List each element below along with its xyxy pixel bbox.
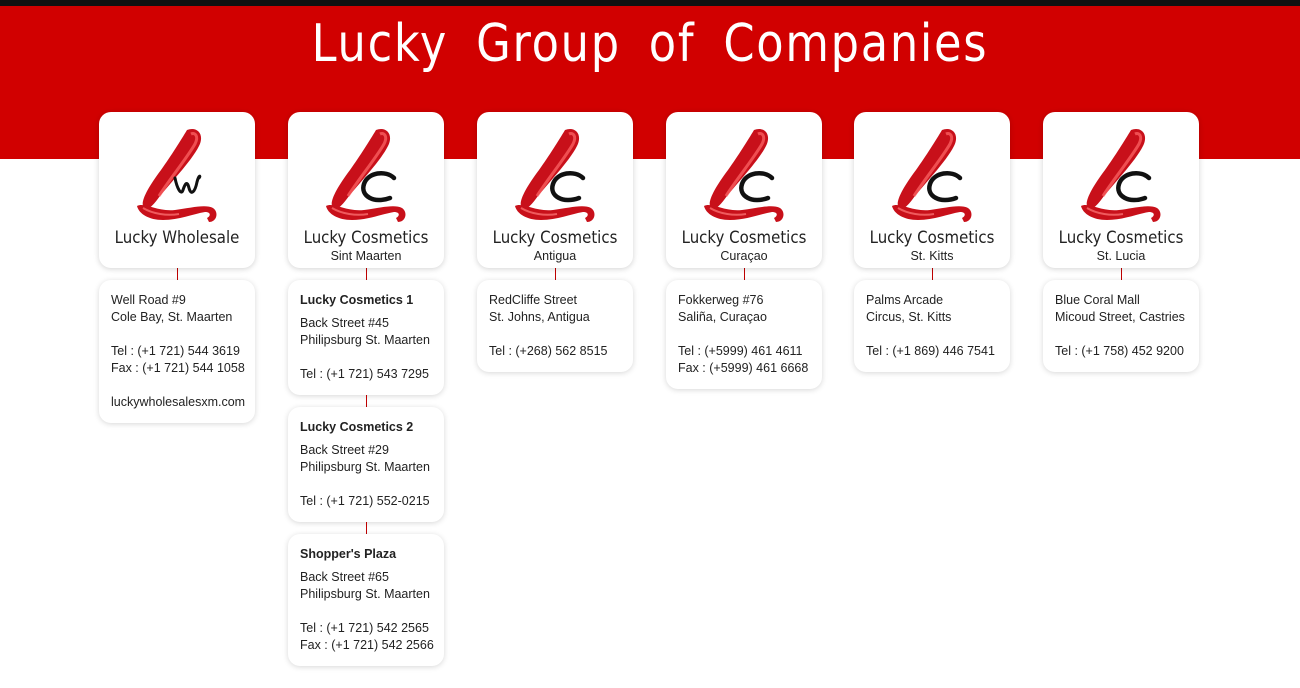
tree-connector (177, 268, 178, 280)
address-line: Tel : (+1 721) 543 7295 (300, 367, 429, 381)
website-link[interactable]: luckywholesalesxm.com (111, 395, 246, 409)
company-column-antigua: Lucky Cosmetics Antigua RedCliffe Street St… (477, 112, 635, 372)
company-column-lucky-wholesale: Lucky Wholesale Well Road #9 Cole Bay, St.… (99, 112, 257, 423)
address-line: Fax : (+1 721) 542 2566 (300, 638, 434, 652)
company-location: St. Lucia (1096, 249, 1146, 263)
store-name: Shopper's Plaza (300, 547, 397, 561)
company-logo-card: Lucky Wholesale (99, 112, 255, 268)
lc-monogram-logo (704, 128, 784, 222)
tree-connector (366, 268, 367, 280)
lc-monogram-logo (515, 128, 595, 222)
address-line: Palms Arcade (866, 293, 944, 307)
spacer (111, 377, 255, 394)
company-name: Lucky Cosmetics (681, 228, 807, 248)
lc-monogram-logo (1081, 128, 1161, 222)
spacer (300, 603, 444, 620)
address-line: Back Street #65 (300, 570, 389, 584)
company-location: St. Kitts (910, 249, 954, 263)
company-logo-card: Lucky Cosmetics St. Kitts (854, 112, 1010, 268)
address-line: Philipsburg St. Maarten (300, 460, 430, 474)
company-logo-card: Lucky Cosmetics Antigua (477, 112, 633, 268)
spacer (300, 349, 444, 366)
address-line: Tel : (+268) 562 8515 (489, 344, 608, 358)
company-location: Sint Maarten (330, 249, 402, 263)
tree-connector (555, 268, 556, 280)
address-line: RedCliffe Street (489, 293, 578, 307)
company-name: Lucky Cosmetics (492, 228, 618, 248)
spacer (111, 326, 255, 343)
address-line: Back Street #29 (300, 443, 389, 457)
lc-monogram-logo (326, 128, 406, 222)
spacer (300, 476, 444, 493)
address-line: Saliña, Curaçao (678, 310, 767, 324)
store-info-card: Blue Coral Mall Micoud Street, Castries Te… (1043, 280, 1199, 372)
company-column-st-kitts: Lucky Cosmetics St. Kitts Palms Arcade Circ… (854, 112, 1012, 372)
address-line: St. Johns, Antigua (489, 310, 590, 324)
company-logo-card: Lucky Cosmetics St. Lucia (1043, 112, 1199, 268)
address-line: Philipsburg St. Maarten (300, 333, 430, 347)
address-line: Back Street #45 (300, 316, 389, 330)
page-title: Lucky Group of Companies (311, 14, 989, 74)
address-line: Tel : (+1 721) 552-0215 (300, 494, 430, 508)
tree-connector (1121, 268, 1122, 280)
company-logo-card: Lucky Cosmetics Sint Maarten (288, 112, 444, 268)
address-line: Tel : (+1 758) 452 9200 (1055, 344, 1184, 358)
address-line: Circus, St. Kitts (866, 310, 952, 324)
address-line: Fokkerweg #76 (678, 293, 764, 307)
tree-connector (744, 268, 745, 280)
company-logo-card: Lucky Cosmetics Curaçao (666, 112, 822, 268)
address-line: Well Road #9 (111, 293, 186, 307)
company-name: Lucky Cosmetics (869, 228, 995, 248)
company-column-sint-maarten: Lucky Cosmetics Sint Maarten Lucky Cosmeti… (288, 112, 446, 666)
company-location: Antigua (533, 249, 577, 263)
address-line: Tel : (+5999) 461 4611 (678, 344, 803, 358)
store-info-card: Lucky Cosmetics 2 Back Street #29 Philipsb… (288, 407, 444, 522)
address-line: Tel : (+1 721) 542 2565 (300, 621, 429, 635)
store-info-card: Lucky Cosmetics 1 Back Street #45 Philipsb… (288, 280, 444, 395)
company-column-curacao: Lucky Cosmetics Curaçao Fokkerweg #76 Saliñ… (666, 112, 824, 389)
address-line: Micoud Street, Castries (1055, 310, 1185, 324)
tree-connector (366, 522, 367, 534)
store-name: Lucky Cosmetics 1 (300, 293, 414, 307)
address-line: Fax : (+1 721) 544 1058 (111, 361, 245, 375)
address-line: Blue Coral Mall (1055, 293, 1140, 307)
store-info-card: Well Road #9 Cole Bay, St. Maarten Tel : (… (99, 280, 255, 423)
lw-monogram-logo (137, 128, 217, 222)
company-name: Lucky Cosmetics (303, 228, 429, 248)
spacer (1055, 326, 1199, 343)
address-line: Tel : (+1 869) 446 7541 (866, 344, 995, 358)
store-info-card: RedCliffe Street St. Johns, Antigua Tel : … (477, 280, 633, 372)
address-line: Cole Bay, St. Maarten (111, 310, 233, 324)
address-line: Tel : (+1 721) 544 3619 (111, 344, 240, 358)
store-info-card: Fokkerweg #76 Saliña, Curaçao Tel : (+5999… (666, 280, 822, 389)
spacer (678, 326, 822, 343)
tree-connector (366, 395, 367, 407)
company-name: Lucky Cosmetics (1058, 228, 1184, 248)
company-location: Curaçao (720, 249, 768, 263)
store-name: Lucky Cosmetics 2 (300, 420, 414, 434)
store-info-card: Palms Arcade Circus, St. Kitts Tel : (+1 8… (854, 280, 1010, 372)
spacer (489, 326, 633, 343)
address-line: Fax : (+5999) 461 6668 (678, 361, 809, 375)
spacer (866, 326, 1010, 343)
address-line: Philipsburg St. Maarten (300, 587, 430, 601)
lc-monogram-logo (892, 128, 972, 222)
top-bar (0, 0, 1300, 6)
store-info-card: Shopper's Plaza Back Street #65 Philipsbur… (288, 534, 444, 666)
tree-connector (932, 268, 933, 280)
company-name: Lucky Wholesale (114, 228, 240, 248)
company-column-st-lucia: Lucky Cosmetics St. Lucia Blue Coral Mall M… (1043, 112, 1201, 372)
